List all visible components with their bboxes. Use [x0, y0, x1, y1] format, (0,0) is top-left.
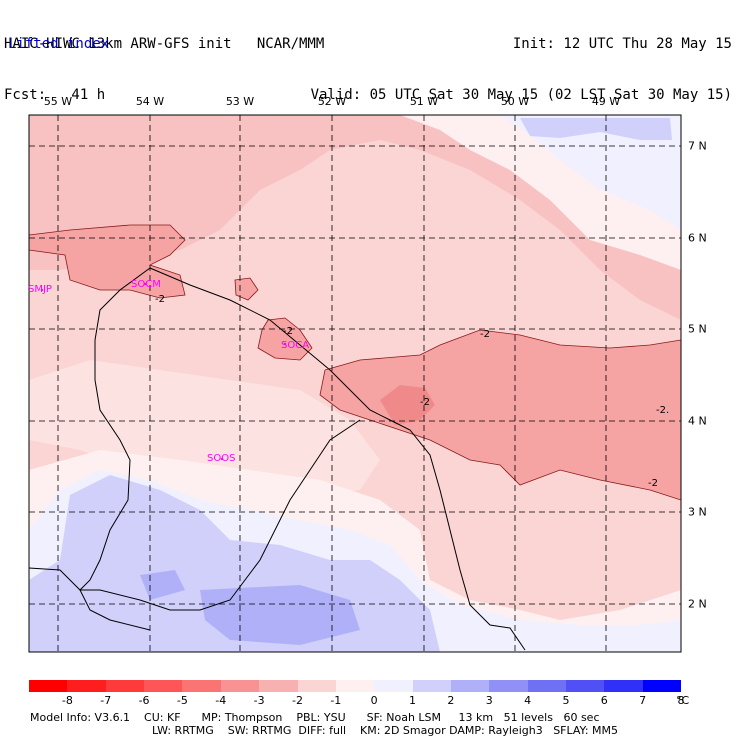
station-soos: SOOS — [207, 453, 236, 464]
coast-north — [149, 267, 526, 651]
colorbar-swatch — [144, 680, 183, 692]
init-time: Init: 12 UTC Thu 28 May 15 — [512, 36, 732, 52]
station-socm: SOCM — [131, 279, 161, 290]
model-info-line1: Model Info: V3.6.1 CU: KF MP: Thompson P… — [30, 711, 600, 724]
contour-label: -2 — [480, 329, 490, 340]
shade-west-mid — [29, 360, 380, 500]
lat-label: 4 N — [688, 414, 707, 428]
header-left: HAIC-HIWC 13km ARW-GFS init NCAR/MMM Fcs… — [4, 2, 324, 121]
colorbar-swatch — [297, 680, 336, 692]
shade-blue-ne2 — [520, 118, 672, 140]
lon-label: 51 W — [409, 95, 439, 108]
lon-label: 52 W — [317, 95, 347, 108]
station-markers — [40, 282, 287, 461]
colorbar-swatch — [374, 680, 413, 692]
colorbar-swatch — [450, 680, 490, 692]
colorbar-tick-label: 4 — [524, 694, 532, 707]
colorbar-tick-label: -1 — [330, 694, 342, 707]
field-name: Lifted index — [8, 36, 110, 52]
colorbar-tick-label: 0 — [370, 694, 378, 707]
colorbar-tick-label: 7 — [639, 694, 647, 707]
colorbar-swatch — [182, 680, 221, 692]
colorbar-tick-label: 3 — [485, 694, 493, 707]
colorbar-tick-label: -5 — [176, 694, 188, 707]
colorbar-tick-label: 2 — [447, 694, 455, 707]
colorbar-unit: °C — [676, 694, 690, 707]
valid-time: Valid: 05 UTC Sat 30 May 15 (02 LST Sat … — [310, 87, 732, 103]
lat-label: 7 N — [688, 139, 707, 153]
map-frame — [28, 114, 682, 653]
colorbar-tick-label: -4 — [215, 694, 227, 707]
lat-label: 6 N — [688, 231, 707, 245]
colorbar-swatch — [642, 680, 682, 692]
model-info-line2: LW: RRTMG SW: RRTMG DIFF: full KM: 2D Sm… — [152, 724, 618, 737]
colorbar-swatch — [566, 680, 605, 692]
contour-label: -2. — [656, 405, 669, 416]
colorbar-swatch — [412, 680, 451, 692]
colorbar-swatch — [335, 680, 375, 692]
forecast-hour: Fcst: 41 h — [4, 87, 106, 103]
contour-minus2-lobe — [234, 277, 259, 301]
colorbar-swatch — [259, 680, 298, 692]
contour-label: -2 — [648, 478, 658, 489]
lon-label: 55 W — [43, 95, 73, 108]
lon-label: 49 W — [591, 95, 621, 108]
shade-minus3-core — [380, 385, 435, 425]
colorbar-tick-label: -2 — [291, 694, 303, 707]
colorbar-swatch — [29, 680, 68, 692]
colorbar-tick-label: 1 — [409, 694, 417, 707]
colorbar-tick-label: -6 — [138, 694, 150, 707]
contour-label: -2 — [420, 397, 430, 408]
lon-label: 54 W — [135, 95, 165, 108]
contour-label: -2 — [155, 294, 165, 305]
colorbar-swatch — [527, 680, 567, 692]
shade-blue-ne — [500, 115, 681, 230]
colorbar-swatch — [105, 680, 145, 692]
lat-label: 2 N — [688, 597, 707, 611]
colorbar-swatch — [67, 680, 106, 692]
lat-label: 5 N — [688, 322, 707, 336]
colorbar-tick-label: -7 — [100, 694, 112, 707]
lat-lon-grid — [29, 115, 681, 652]
colorbar-tick-label: 5 — [562, 694, 570, 707]
contour-minus2-nw — [29, 224, 186, 299]
contour-label: -2 — [283, 326, 293, 337]
colorbar-swatch — [489, 680, 528, 692]
shade-minus2-east — [320, 330, 681, 500]
border-mid — [79, 419, 361, 631]
lat-label: 3 N — [688, 505, 707, 519]
shade-minus2-nw — [29, 225, 185, 298]
colorbar-swatch — [220, 680, 260, 692]
shade-blue-sw3 — [140, 570, 360, 645]
station-smjp: SMJP — [28, 284, 52, 295]
contour-lines — [29, 224, 681, 501]
colorbar-swatch — [604, 680, 643, 692]
colorbar-tick-label: -3 — [253, 694, 265, 707]
colorbar-tick-label: 8 — [677, 694, 685, 707]
contour-minus2-soca — [257, 317, 313, 361]
station-soca: SOCA — [281, 340, 310, 351]
shade-minus2-lobe — [235, 278, 258, 300]
header-right: Init: 12 UTC Thu 28 May 15 Valid: 05 UTC… — [311, 2, 732, 121]
border-west — [29, 267, 151, 591]
colorbar-tick-label: 6 — [600, 694, 608, 707]
model-title: HAIC-HIWC 13km ARW-GFS init NCAR/MMM — [4, 36, 325, 52]
colorbar-tick-label: -8 — [61, 694, 73, 707]
contour-minus2-east — [319, 329, 681, 501]
lon-label: 50 W — [500, 95, 530, 108]
lon-label: 53 W — [225, 95, 255, 108]
colorbar — [29, 680, 682, 692]
shade-minus2-soca — [258, 318, 312, 360]
coastline — [29, 267, 526, 651]
